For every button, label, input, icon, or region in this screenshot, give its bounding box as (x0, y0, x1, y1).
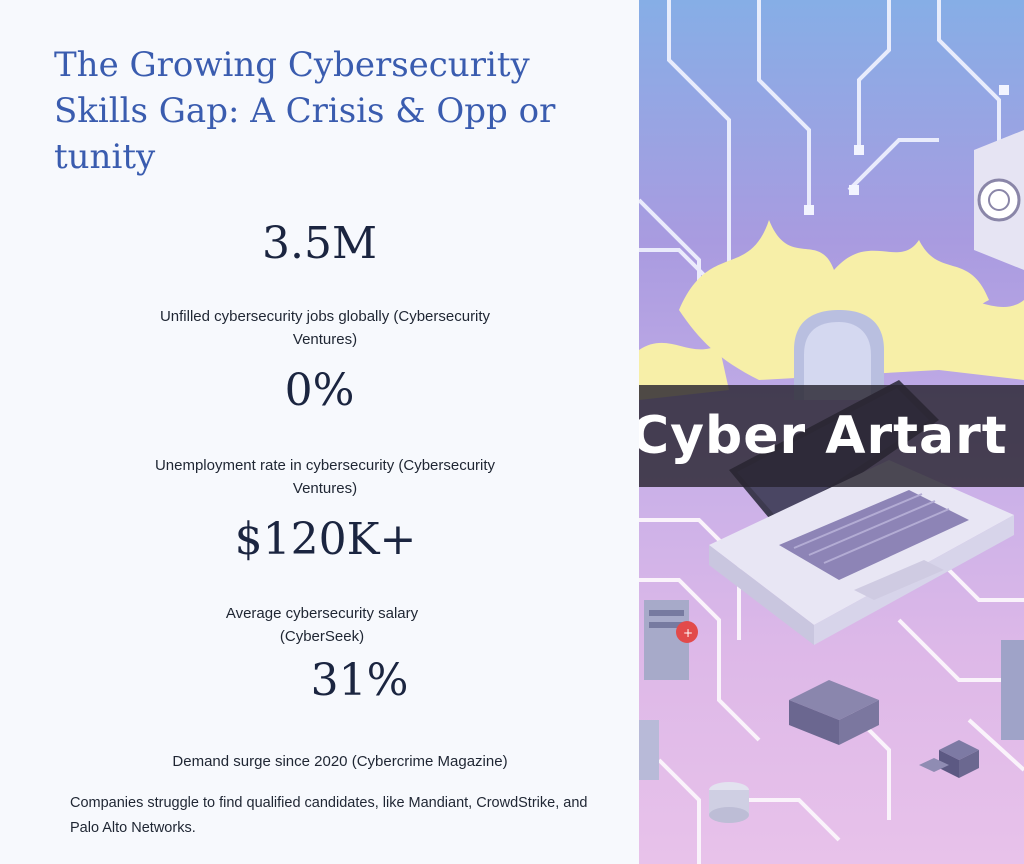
stat-label-unemployment: Unemployment rate in cybersecurity (Cybe… (154, 457, 496, 497)
summary-note: Companies struggle to find qualified can… (70, 795, 588, 836)
stat-label-demand: Demand surge since 2020 (Cybercrime Maga… (172, 753, 508, 770)
stat-value-demand: 31% (310, 655, 409, 706)
stat-label-salary: Average cybersecurity salary (CyberSeek) (225, 605, 419, 645)
content-panel: The Growing Cybersecurity Skills Gap: A … (54, 45, 588, 836)
image-banner-text: Cyber Artart (639, 406, 1008, 466)
image-banner (639, 385, 1024, 487)
svg-text:+: + (683, 626, 693, 640)
stat-value-salary: $120K+ (234, 514, 417, 565)
page-title: The Growing Cybersecurity Skills Gap: A … (54, 45, 556, 177)
stat-label-unfilled-jobs: Unfilled cybersecurity jobs globally (Cy… (159, 308, 491, 348)
stat-value-unemployment: 0% (284, 365, 355, 416)
stat-value-unfilled-jobs: 3.5M (261, 218, 378, 269)
hero-image: + Cyber Artart (639, 0, 1024, 864)
